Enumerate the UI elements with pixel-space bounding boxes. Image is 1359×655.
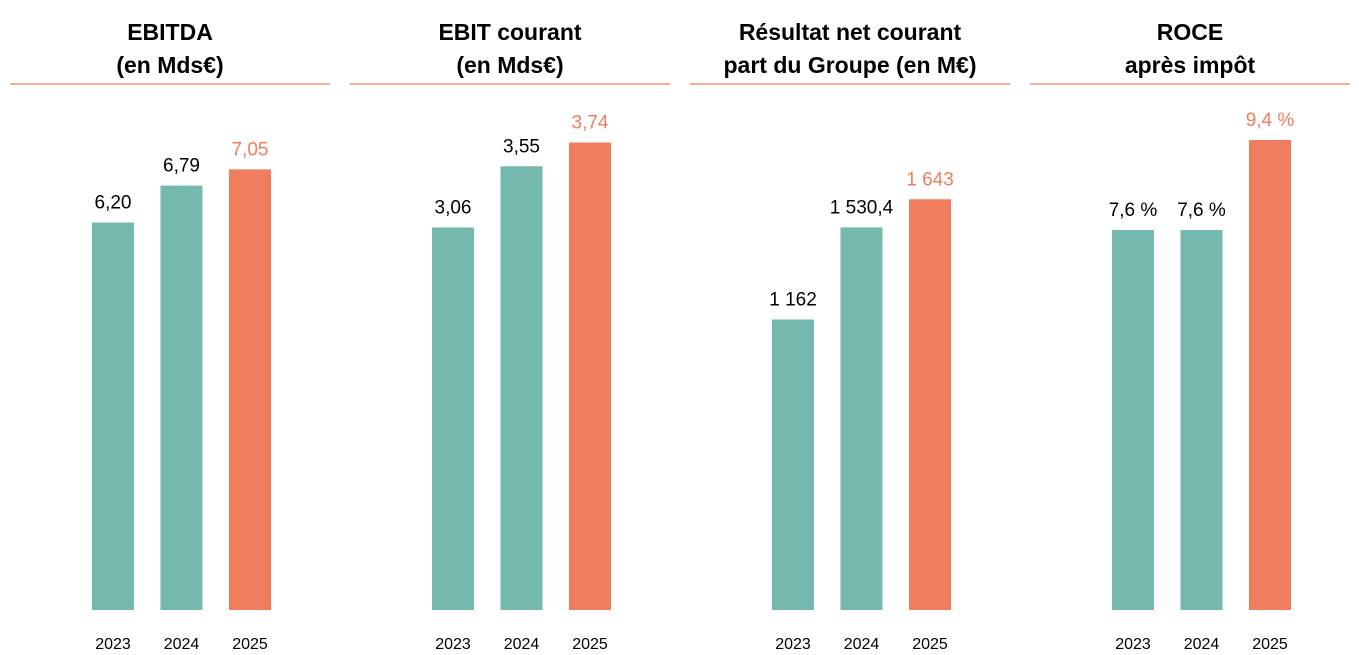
bar xyxy=(772,319,814,610)
bar xyxy=(840,227,883,610)
x-tick-label: 2023 xyxy=(775,636,811,653)
x-tick-label: 2024 xyxy=(164,636,200,653)
panel-title: ROCE xyxy=(1157,19,1223,45)
panel-title: après impôt xyxy=(1125,52,1256,78)
x-tick-label: 2024 xyxy=(844,636,880,653)
bar xyxy=(909,199,951,610)
panel-title: part du Groupe (en M€) xyxy=(724,52,977,78)
value-label: 6,79 xyxy=(163,156,200,177)
x-tick-label: 2024 xyxy=(1184,636,1220,653)
bar xyxy=(500,166,543,610)
value-label: 7,05 xyxy=(232,139,269,160)
panel-title: EBITDA xyxy=(127,19,213,45)
x-tick-label: 2025 xyxy=(912,636,948,653)
bar xyxy=(229,169,271,610)
panel-title: (en Mds€) xyxy=(116,52,223,78)
value-label: 1 530,4 xyxy=(830,197,894,218)
x-tick-label: 2023 xyxy=(95,636,131,653)
value-label: 1 643 xyxy=(906,169,954,190)
bar xyxy=(1180,230,1223,610)
bar xyxy=(92,222,134,610)
bar xyxy=(1112,230,1154,610)
bar xyxy=(569,142,611,610)
x-tick-label: 2025 xyxy=(572,636,608,653)
value-label: 9,4 % xyxy=(1246,110,1295,131)
x-tick-label: 2025 xyxy=(232,636,268,653)
bar xyxy=(160,185,203,610)
value-label: 7,6 % xyxy=(1177,200,1226,221)
value-label: 3,74 xyxy=(572,113,609,134)
x-tick-label: 2023 xyxy=(435,636,471,653)
panel-title: (en Mds€) xyxy=(456,52,563,78)
value-label: 3,55 xyxy=(503,136,540,157)
panel-title: EBIT courant xyxy=(438,19,581,45)
panel-title: Résultat net courant xyxy=(739,19,962,45)
bar xyxy=(1249,140,1291,610)
value-label: 1 162 xyxy=(769,290,817,311)
value-label: 7,6 % xyxy=(1109,200,1158,221)
x-tick-label: 2023 xyxy=(1115,636,1151,653)
x-tick-label: 2025 xyxy=(1252,636,1288,653)
x-tick-label: 2024 xyxy=(504,636,540,653)
value-label: 6,20 xyxy=(95,193,132,214)
bar xyxy=(432,227,474,610)
value-label: 3,06 xyxy=(435,198,472,219)
